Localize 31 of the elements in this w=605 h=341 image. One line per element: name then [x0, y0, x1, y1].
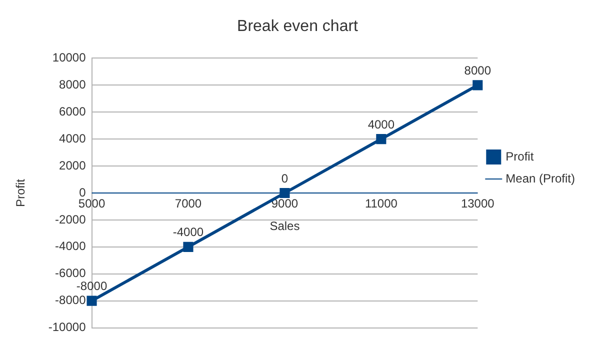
y-tick-label: 0 [79, 185, 86, 200]
data-label: -4000 [172, 225, 204, 240]
point [86, 296, 97, 306]
point [280, 188, 290, 198]
data-label: 8000 [464, 63, 492, 78]
point [472, 80, 483, 90]
point [376, 134, 386, 144]
data-label: 0 [281, 171, 288, 186]
chart-title: Break even chart [237, 18, 359, 36]
y-tick-label: -2000 [55, 212, 86, 226]
y-tick-label: -6000 [55, 266, 86, 280]
y-tick-label: 10000 [52, 50, 86, 65]
y-tick-label: 2000 [59, 158, 86, 172]
y-tick-label: -4000 [55, 239, 86, 254]
data-label: -8000 [76, 279, 108, 294]
y-tick-label: 4000 [59, 131, 86, 146]
x-tick-label: 9000 [271, 196, 298, 211]
x-tick-label: 13000 [460, 196, 495, 211]
x-axis-title: Sales [270, 218, 300, 233]
point [183, 242, 194, 252]
y-tick-label: -8000 [55, 293, 86, 308]
y-tick-label: 6000 [59, 104, 86, 118]
legend-label: Mean (Profit) [506, 171, 576, 186]
y-axis-title: Profit [14, 178, 28, 208]
y-tick-label: 8000 [59, 77, 86, 92]
y-tick-label: -10000 [48, 320, 86, 334]
x-tick-label: 11000 [364, 196, 398, 211]
x-tick-label: 5000 [78, 196, 106, 211]
x-tick-label: 7000 [174, 196, 202, 211]
legend-label: Profit [506, 149, 534, 164]
data-label: 4000 [368, 117, 395, 132]
